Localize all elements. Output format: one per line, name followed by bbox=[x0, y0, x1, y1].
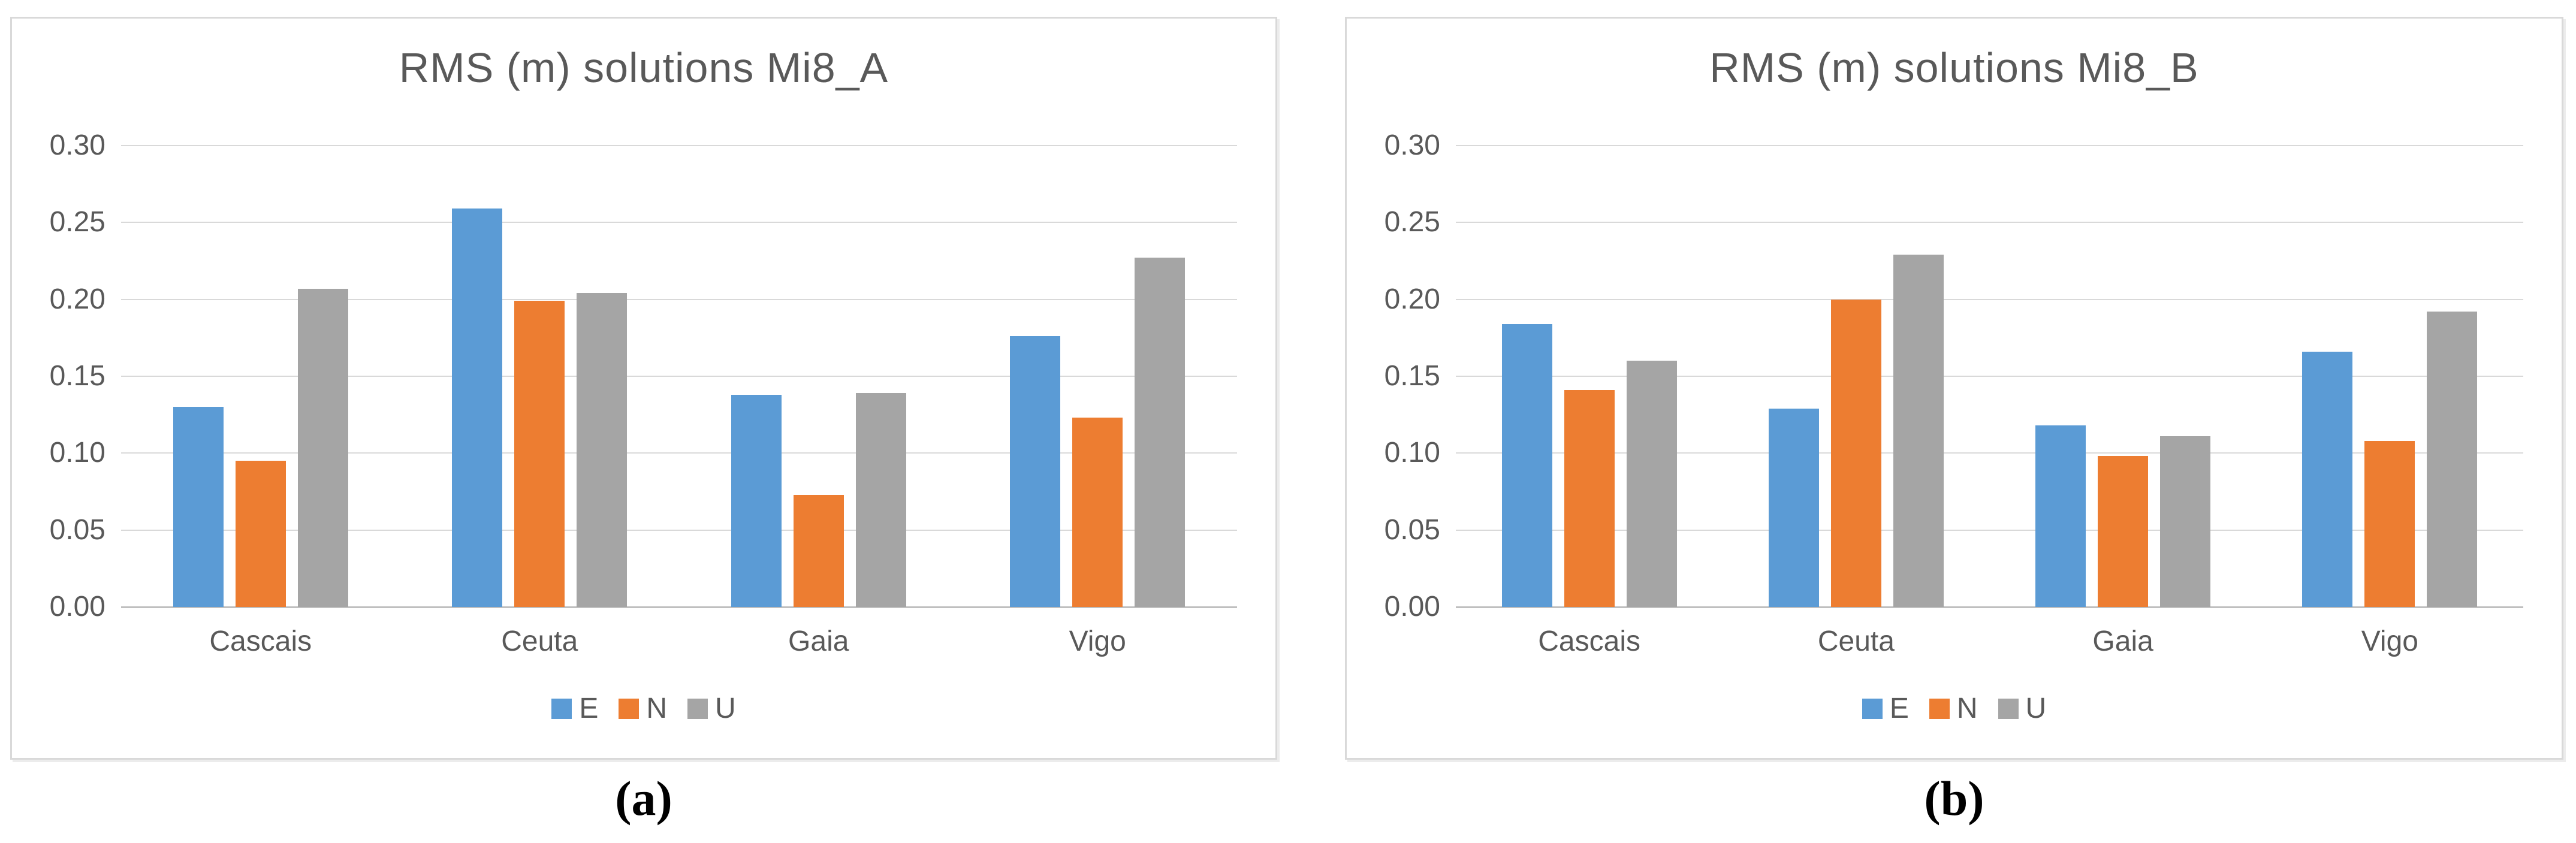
y-tick-label: 0.10 bbox=[49, 437, 105, 469]
y-tick-label: 0.25 bbox=[49, 206, 105, 238]
legend-item-n: N bbox=[1929, 694, 1978, 723]
legend-item-e: E bbox=[1862, 694, 1909, 723]
legend-swatch-e bbox=[551, 699, 572, 719]
x-tick-label: Ceuta bbox=[1817, 626, 1895, 657]
subfigure-caption-a: (a) bbox=[615, 771, 672, 826]
legend-item-e: E bbox=[551, 694, 598, 723]
gridline bbox=[121, 376, 1237, 377]
bar-u-ceuta bbox=[577, 293, 628, 607]
bar-n-gaia bbox=[793, 494, 844, 607]
bar-u-gaia bbox=[2160, 436, 2211, 607]
legend-item-u: U bbox=[1998, 693, 2047, 724]
y-tick-label: 0.30 bbox=[1384, 129, 1440, 161]
gridline bbox=[1456, 529, 2523, 531]
gridline bbox=[1456, 452, 2523, 454]
gridline bbox=[1456, 298, 2523, 300]
x-tick-label: Gaia bbox=[788, 626, 849, 657]
legend-swatch-u bbox=[687, 699, 708, 719]
legend-item-n: N bbox=[619, 694, 667, 723]
y-tick-label: 0.00 bbox=[1384, 591, 1440, 623]
x-tick-label: Ceuta bbox=[501, 626, 578, 657]
y-tick-label: 0.20 bbox=[1384, 283, 1440, 315]
x-axis-line bbox=[121, 606, 1237, 608]
bar-n-ceuta bbox=[514, 301, 565, 607]
legend-label: U bbox=[2025, 693, 2047, 724]
legend-swatch-n bbox=[1929, 699, 1950, 719]
bar-e-gaia bbox=[731, 394, 782, 607]
subfigure-caption-b: (b) bbox=[1924, 771, 1984, 826]
bar-e-cascais bbox=[1501, 324, 1552, 607]
gridline bbox=[121, 298, 1237, 300]
y-tick-label: 0.15 bbox=[49, 360, 105, 392]
y-tick-label: 0.25 bbox=[1384, 206, 1440, 238]
bar-u-ceuta bbox=[1893, 255, 1944, 607]
y-tick-label: 0.05 bbox=[1384, 513, 1440, 546]
legend-label: U bbox=[715, 693, 736, 724]
gridline bbox=[1456, 376, 2523, 377]
bar-u-vigo bbox=[1135, 258, 1186, 607]
y-tick-label: 0.30 bbox=[49, 129, 105, 161]
x-tick-label: Cascais bbox=[1538, 626, 1640, 657]
gridline bbox=[121, 145, 1237, 146]
chart-title: RMS (m) solutions Mi8_B bbox=[1709, 44, 2199, 91]
bar-e-vigo bbox=[2302, 351, 2353, 607]
y-tick-label: 0.10 bbox=[1384, 437, 1440, 469]
legend-label: E bbox=[1889, 693, 1909, 724]
legend-label: N bbox=[1956, 693, 1978, 724]
legend-swatch-u bbox=[1998, 699, 2019, 719]
x-tick-label: Gaia bbox=[2092, 626, 2153, 657]
bar-e-cascais bbox=[173, 407, 224, 607]
x-axis-line bbox=[1456, 606, 2523, 608]
gridline bbox=[1456, 222, 2523, 223]
gridline bbox=[121, 222, 1237, 223]
bar-n-vigo bbox=[2364, 440, 2415, 607]
legend-label: E bbox=[579, 693, 599, 724]
bar-e-ceuta bbox=[452, 209, 503, 607]
gridline bbox=[121, 529, 1237, 531]
gridline bbox=[1456, 145, 2523, 146]
bar-u-cascais bbox=[297, 288, 348, 607]
bar-e-vigo bbox=[1010, 336, 1061, 607]
bar-n-ceuta bbox=[1830, 299, 1881, 607]
bar-n-cascais bbox=[235, 461, 286, 607]
bar-e-gaia bbox=[2035, 425, 2086, 607]
plot-area: 0.30 0.25 0.20 0.15 0.10 0.05 0.00 Cascais Ceuta… bbox=[50, 131, 1237, 657]
bar-e-ceuta bbox=[1768, 408, 1819, 607]
bar-u-vigo bbox=[2427, 312, 2478, 607]
legend-swatch-e bbox=[1862, 699, 1883, 719]
x-tick-label: Vigo bbox=[1069, 626, 1126, 657]
gridline bbox=[121, 452, 1237, 454]
x-tick-label: Vigo bbox=[2361, 626, 2418, 657]
bar-u-cascais bbox=[1626, 361, 1677, 607]
y-tick-label: 0.05 bbox=[49, 513, 105, 546]
bar-n-gaia bbox=[2098, 456, 2149, 607]
y-tick-label: 0.15 bbox=[1384, 360, 1440, 392]
legend-label: N bbox=[646, 693, 667, 724]
chart-title: RMS (m) solutions Mi8_A bbox=[399, 44, 889, 91]
y-tick-label: 0.00 bbox=[49, 591, 105, 623]
y-tick-label: 0.20 bbox=[49, 283, 105, 315]
chart-panel-mi8b: RMS (m) solutions Mi8_B 0.30 0.25 0.20 0.15… bbox=[1345, 17, 2563, 760]
bar-u-gaia bbox=[855, 393, 906, 607]
x-tick-label: Cascais bbox=[209, 626, 312, 657]
bar-n-vigo bbox=[1072, 418, 1123, 607]
legend-swatch-n bbox=[619, 699, 640, 719]
chart-panel-mi8a: RMS (m) solutions Mi8_A 0.30 0.25 0.20 0.15… bbox=[10, 17, 1277, 760]
bar-n-cascais bbox=[1564, 390, 1615, 607]
plot-area: 0.30 0.25 0.20 0.15 0.10 0.05 0.00 Cascais Ceuta… bbox=[1384, 131, 2523, 657]
legend-item-u: U bbox=[687, 694, 736, 723]
